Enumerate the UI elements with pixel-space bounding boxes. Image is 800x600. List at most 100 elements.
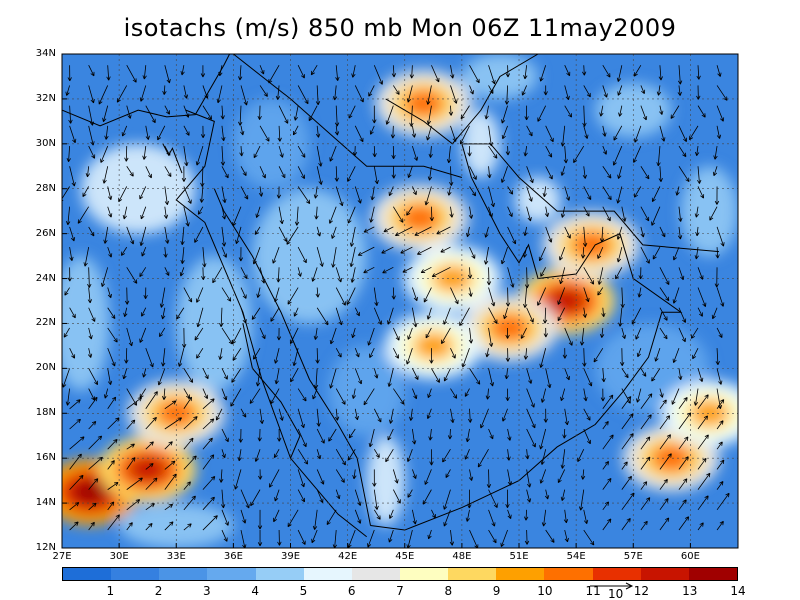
wind-arrow xyxy=(234,469,242,490)
wind-arrow xyxy=(411,509,417,525)
wind-arrow xyxy=(488,287,496,307)
wind-arrow xyxy=(335,448,346,466)
wind-arrow xyxy=(637,287,642,298)
wind-arrow xyxy=(238,65,243,81)
map-gridlines xyxy=(62,54,738,548)
wind-arrow xyxy=(697,267,704,280)
wind-arrow xyxy=(651,368,661,382)
wind-arrow xyxy=(87,267,92,288)
wind-arrow xyxy=(268,65,280,84)
y-tick-label: 16N xyxy=(35,452,56,464)
wind-arrow xyxy=(583,85,591,98)
wind-arrow xyxy=(145,463,154,470)
wind-arrow xyxy=(411,287,418,302)
wind-arrow xyxy=(383,226,394,233)
x-tick-label: 27E xyxy=(52,551,72,562)
wind-arrow xyxy=(545,529,555,543)
wind-arrow xyxy=(202,476,216,490)
wind-arrow xyxy=(621,327,627,339)
wind-arrow xyxy=(469,186,477,197)
wind-arrow xyxy=(240,267,248,279)
wind-arrow xyxy=(621,368,629,379)
wind-arrow xyxy=(142,65,147,80)
wind-arrow xyxy=(257,530,263,547)
wind-arrow xyxy=(221,226,227,247)
colorbar-cell xyxy=(351,568,400,580)
wind-arrow xyxy=(69,399,81,410)
wind-arrow xyxy=(507,428,512,441)
wind-arrow xyxy=(348,428,356,439)
wind-arrow xyxy=(126,443,135,450)
wind-arrow xyxy=(183,186,192,204)
wind-arrow xyxy=(716,420,724,430)
colorbar-cell xyxy=(63,568,112,580)
wind-arrow xyxy=(196,307,204,328)
wind-arrow xyxy=(621,413,634,430)
wind-arrow xyxy=(659,105,664,115)
wind-arrow xyxy=(449,206,454,218)
wind-arrow xyxy=(257,105,262,120)
wind-arrow xyxy=(240,509,247,524)
wind-arrow xyxy=(334,166,339,182)
wind-arrow xyxy=(582,226,588,247)
wind-arrow xyxy=(274,368,280,385)
wind-arrow xyxy=(573,145,585,163)
wind-arrow xyxy=(354,307,360,317)
wind-vectors xyxy=(62,65,730,548)
wind-arrow xyxy=(294,206,300,226)
wind-arrow xyxy=(251,307,261,320)
wind-arrow xyxy=(443,368,451,382)
wind-arrow xyxy=(196,347,204,359)
wind-arrow xyxy=(139,85,147,102)
wind-arrow xyxy=(429,206,434,222)
wind-arrow xyxy=(313,327,319,340)
wind-arrow xyxy=(711,307,718,320)
wind-arrow xyxy=(659,498,669,511)
wind-arrow xyxy=(441,327,451,345)
wind-arrow xyxy=(240,307,247,324)
wind-arrow xyxy=(469,85,474,95)
wind-arrow xyxy=(716,226,725,247)
wind-arrow xyxy=(391,166,396,179)
wind-arrow xyxy=(582,105,587,127)
wind-arrow xyxy=(311,529,318,544)
wind-arrow xyxy=(297,469,305,488)
wind-arrow xyxy=(617,166,623,179)
wind-arrow xyxy=(659,226,666,238)
wind-arrow xyxy=(697,495,709,511)
wind-arrow xyxy=(313,368,319,389)
wind-arrow xyxy=(697,457,707,470)
wind-arrow xyxy=(331,226,337,239)
wind-arrow xyxy=(278,408,284,421)
wind-arrow xyxy=(238,105,243,126)
wind-arrow xyxy=(406,449,413,463)
colorbar-label: 3 xyxy=(203,584,211,598)
wind-arrow xyxy=(258,186,264,197)
colorbar-cell xyxy=(688,568,737,580)
wind-arrow xyxy=(545,145,553,158)
wind-arrow xyxy=(621,433,634,450)
wind-arrow xyxy=(276,267,281,283)
wind-arrow xyxy=(412,388,418,400)
wind-arrow xyxy=(240,125,245,136)
wind-arrow xyxy=(312,388,318,400)
wind-arrow xyxy=(507,226,517,245)
wind-arrow xyxy=(693,388,699,406)
wind-arrow xyxy=(199,186,204,203)
wind-arrow xyxy=(161,348,166,367)
wind-arrow xyxy=(621,396,632,410)
colorbar-cell xyxy=(111,568,160,580)
wind-arrow xyxy=(427,529,432,540)
wind-arrow xyxy=(659,478,668,490)
wind-arrow xyxy=(104,125,109,140)
wind-arrow xyxy=(583,267,595,285)
wind-arrow xyxy=(450,85,458,104)
wind-arrow xyxy=(411,307,418,328)
wind-arrow xyxy=(68,105,73,124)
colorbar-cell xyxy=(592,568,641,580)
x-tick-label: 30E xyxy=(109,551,129,562)
wind-arrow xyxy=(297,388,307,402)
wind-arrow xyxy=(240,186,249,200)
wind-arrow xyxy=(447,186,452,196)
wind-arrow xyxy=(387,307,394,325)
